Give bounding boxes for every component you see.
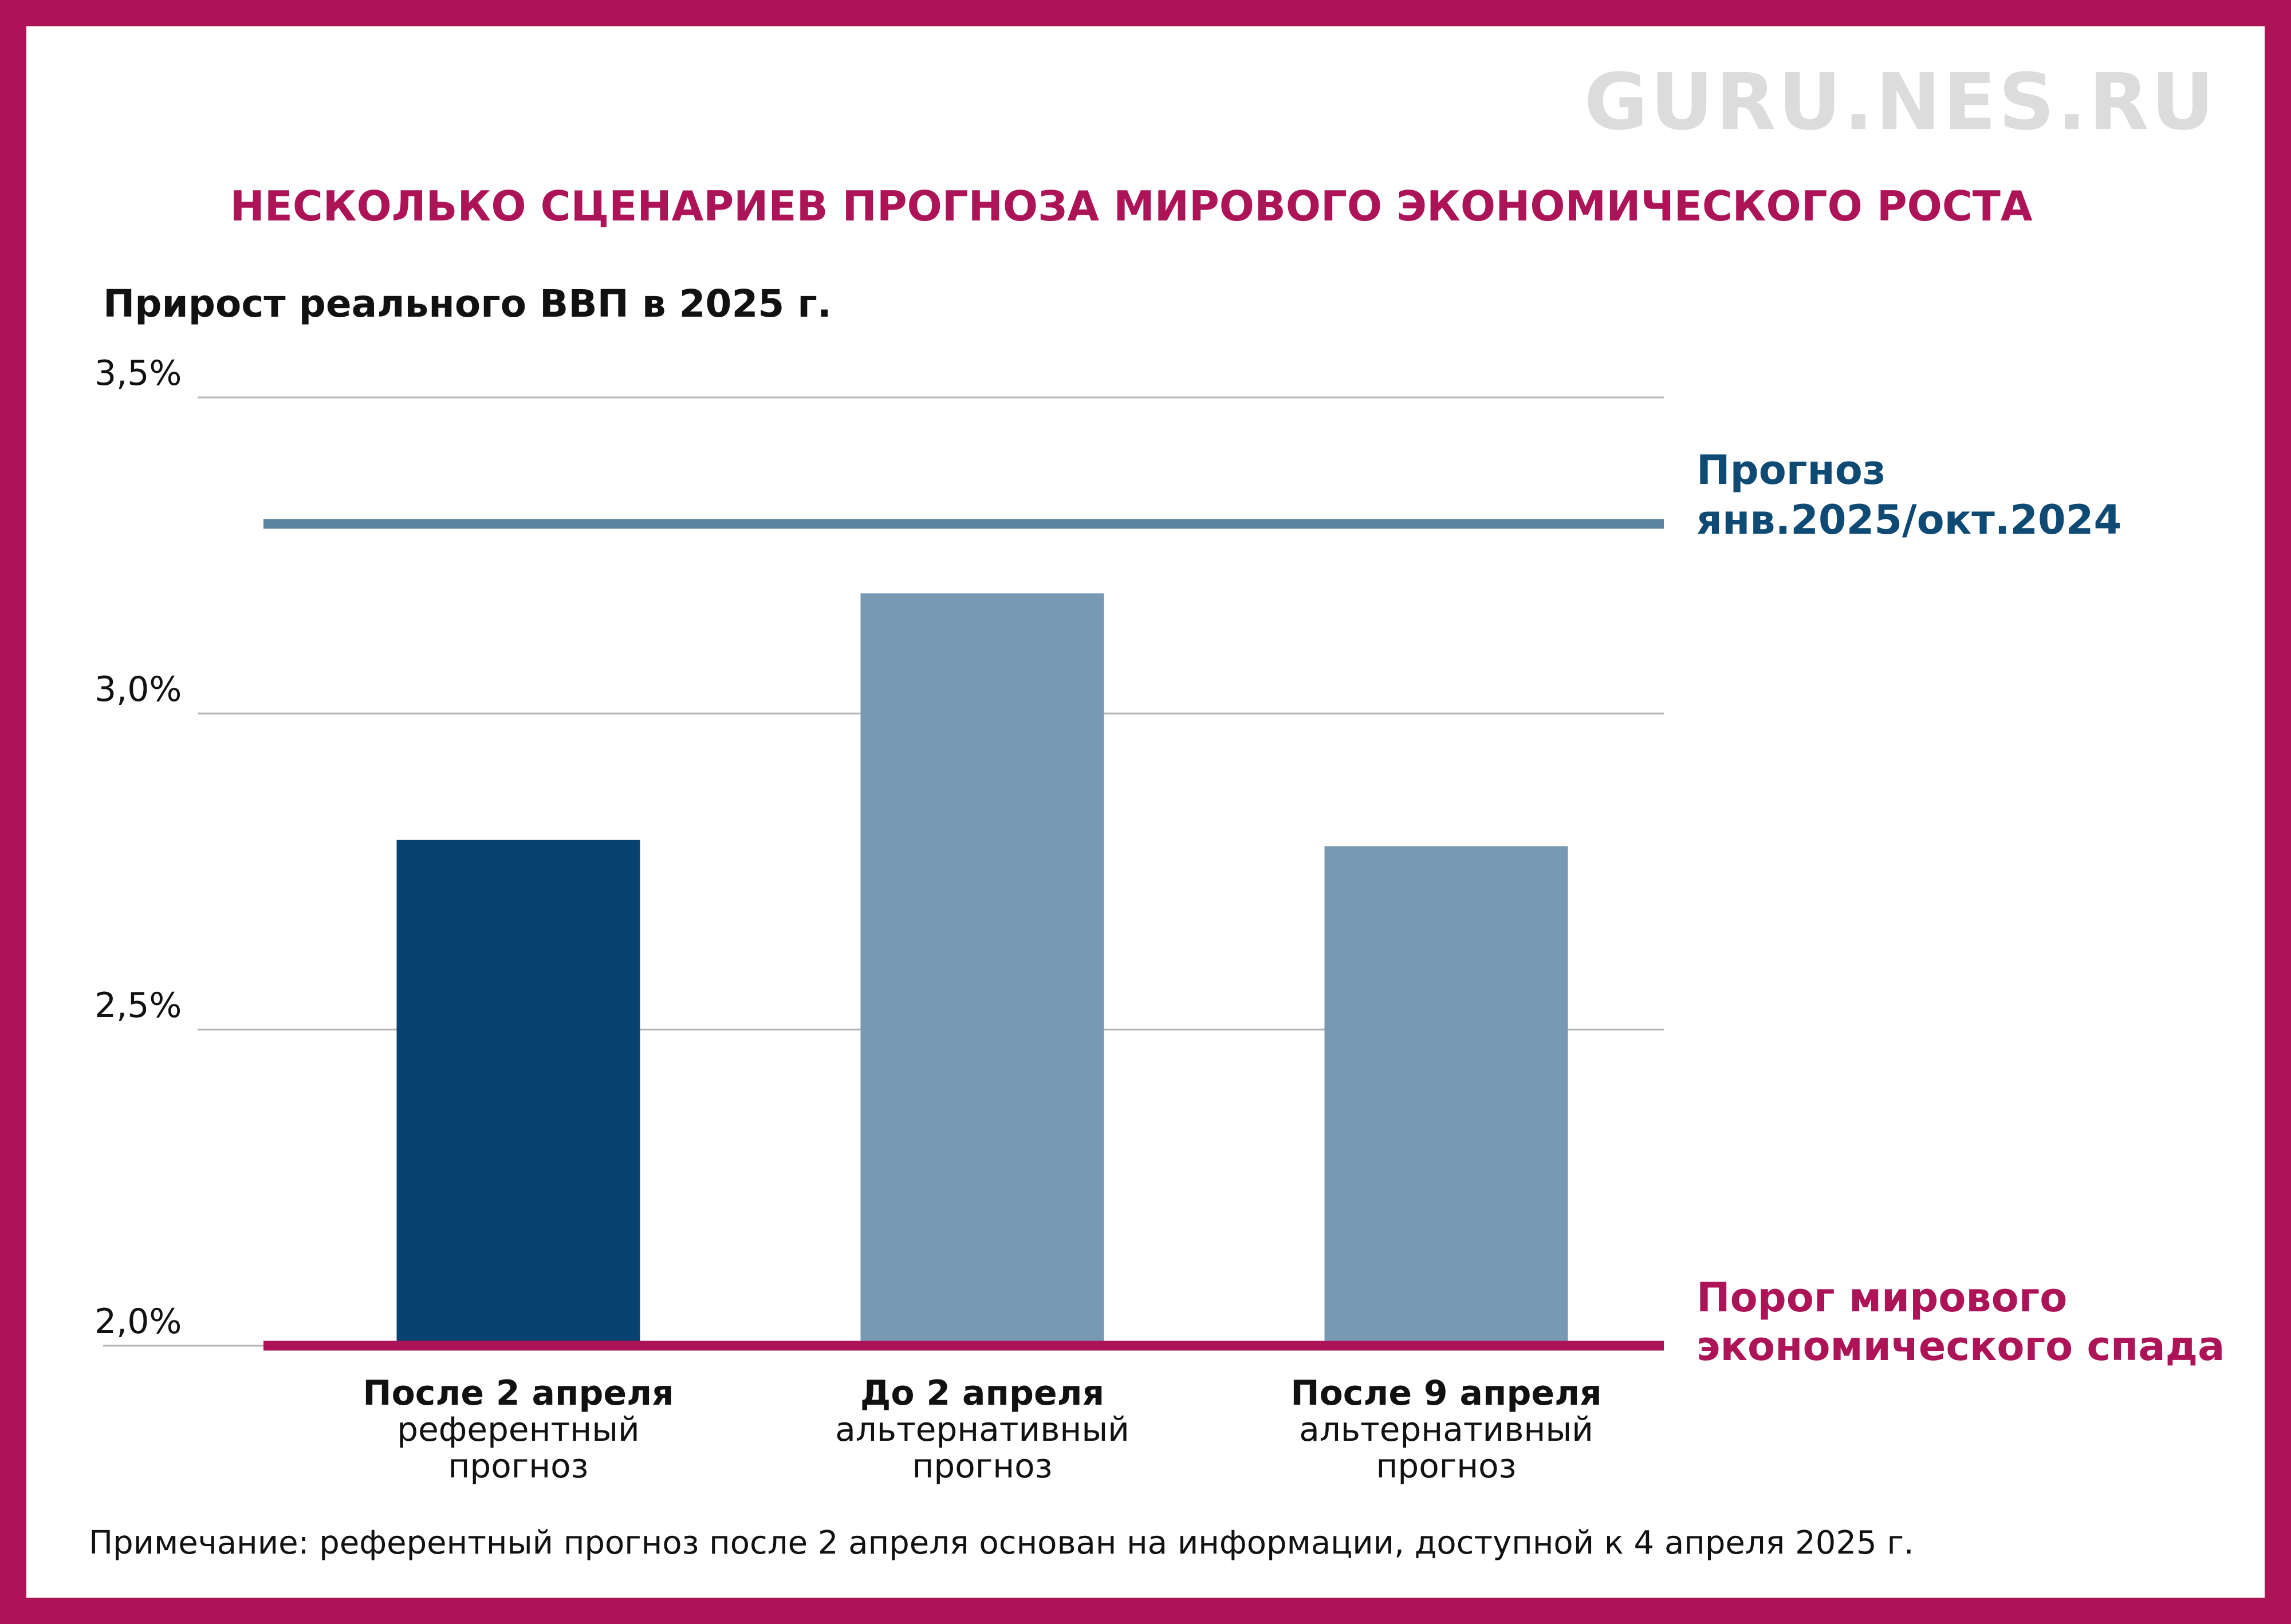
y-tick-label: 3,5%	[95, 353, 182, 393]
reference-line-label: Прогноз	[1696, 447, 1885, 494]
labels: 3,5% 3,0% 2,5% 2,0% После 2 апреляреферентны…	[95, 353, 2225, 1485]
category-label-title: После 2 апреля	[363, 1373, 674, 1413]
category-label-title: После 9 апреля	[1290, 1373, 1601, 1413]
category-label-kind: прогноз	[912, 1446, 1053, 1485]
watermark: GURU.NES.RU	[1584, 57, 2217, 148]
chart-subtitle: Прирост реального ВВП в 2025 г.	[103, 282, 832, 326]
y-tick-label: 2,5%	[95, 986, 182, 1026]
reference-lines	[263, 519, 1664, 1351]
category-label-type: альтернативный	[835, 1410, 1129, 1449]
reference-line-label: экономического спада	[1696, 1323, 2225, 1370]
category-label-title: До 2 апреля	[860, 1373, 1104, 1413]
chart-title: НЕСКОЛЬКО СЦЕНАРИЕВ ПРОГНОЗА МИРОВОГО ЭК…	[230, 182, 2033, 230]
y-tick-label: 3,0%	[95, 669, 182, 709]
category-label-kind: прогноз	[448, 1446, 589, 1485]
chart-note: Примечание: референтный прогноз после 2 …	[89, 1524, 1914, 1562]
reference-line-label: янв.2025/окт.2024	[1696, 496, 2121, 543]
category-label-kind: прогноз	[1376, 1446, 1517, 1485]
bars	[396, 593, 1568, 1346]
bar-1	[396, 839, 640, 1346]
bar-2	[860, 593, 1104, 1346]
category-label-type: альтернативный	[1299, 1410, 1593, 1449]
bar-3	[1324, 846, 1568, 1346]
category-label-type: референтный	[397, 1410, 639, 1449]
y-tick-label: 2,0%	[95, 1302, 182, 1342]
reference-line-label: Порог мирового	[1696, 1274, 2067, 1321]
